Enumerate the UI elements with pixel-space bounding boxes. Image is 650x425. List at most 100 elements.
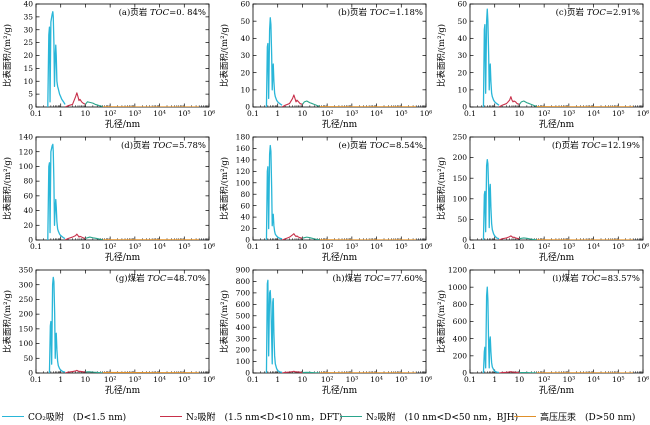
- x-tick-label: 10: [298, 109, 308, 118]
- y-tick-label: 40: [240, 34, 250, 43]
- toc-label: TOC: [153, 141, 173, 151]
- x-tick-label: 10⁶: [420, 242, 433, 251]
- y-tick-label: 0: [462, 369, 467, 378]
- x-tick-label: 10: [81, 109, 91, 118]
- x-tick-label: 0.1: [247, 375, 259, 384]
- x-tick-label: 10²: [104, 109, 117, 118]
- series-line-0: [47, 143, 66, 240]
- x-tick-label: 10⁵: [395, 109, 408, 118]
- y-tick-label: 150: [453, 174, 468, 183]
- panel-annotation: (c)页岩 TOC=2.91%: [556, 7, 640, 18]
- x-tick-label: 10⁶: [203, 242, 216, 251]
- toc-label: TOC: [370, 141, 390, 151]
- x-tick-label: 10⁶: [637, 375, 650, 384]
- y-axis-label: 比表面积/(m²/g): [2, 290, 13, 353]
- y-tick-label: 20: [457, 68, 467, 77]
- y-tick-label: 400: [453, 334, 468, 343]
- x-tick-label: 10: [515, 109, 525, 118]
- y-tick-label: 5: [28, 90, 33, 99]
- y-tick-label: 0: [28, 236, 33, 245]
- x-tick-label: 10⁴: [153, 109, 166, 118]
- series-line-0: [48, 276, 66, 373]
- x-tick-label: 10²: [538, 242, 551, 251]
- x-tick-label: 10⁴: [153, 375, 166, 384]
- x-tick-label: 1: [275, 375, 280, 384]
- y-tick-label: 20: [240, 224, 250, 233]
- x-tick-label: 10: [515, 375, 525, 384]
- toc-value: =1.18%: [389, 8, 423, 18]
- panel-d: 0.1 1 10 10² 10³ 10⁴ 10⁵ 10⁶ 孔径/nm 0 20 40 60 80 100 12…: [2, 133, 215, 263]
- toc-value: =83.57%: [600, 274, 640, 284]
- x-tick-label: 10⁶: [420, 109, 433, 118]
- y-tick-label: 140: [236, 155, 251, 164]
- series-line-0: [47, 11, 66, 107]
- x-tick-label: 0.1: [30, 375, 42, 384]
- series-line-2: [518, 100, 537, 107]
- x-tick-label: 1: [58, 242, 63, 251]
- y-tick-label: 900: [236, 266, 251, 275]
- series-line-2: [302, 371, 320, 373]
- toc-label: TOC: [150, 8, 170, 18]
- y-tick-label: 60: [23, 191, 33, 200]
- x-tick-label: 10⁵: [612, 109, 625, 118]
- y-tick-label: 20: [23, 51, 33, 60]
- x-tick-label: 10⁵: [612, 242, 625, 251]
- x-axis-label: 孔径/nm: [322, 251, 358, 263]
- y-tick-label: 160: [236, 144, 251, 153]
- x-tick-label: 10³: [563, 109, 576, 118]
- y-tick-label: 80: [23, 177, 33, 186]
- x-tick-label: 10⁴: [370, 242, 383, 251]
- plot-frame: [252, 136, 427, 241]
- y-tick-label: 350: [19, 266, 34, 275]
- plot-frame: [469, 269, 644, 374]
- series-line-1: [281, 94, 303, 107]
- y-tick-label: 300: [19, 280, 34, 289]
- series-line-1: [64, 369, 86, 373]
- plot-frame: [35, 269, 210, 374]
- panel-annotation: (h)煤岩 TOC=77.60%: [332, 273, 423, 284]
- y-tick-label: 0: [28, 103, 33, 112]
- y-tick-label: 40: [23, 206, 33, 215]
- y-tick-label: 100: [236, 357, 251, 366]
- x-tick-label: 0.1: [464, 375, 476, 384]
- y-tick-label: 1000: [448, 283, 467, 292]
- series-line-0: [482, 159, 500, 240]
- plot-frame: [252, 3, 427, 108]
- x-tick-label: 10²: [321, 109, 334, 118]
- panel-label: (a)页岩: [119, 7, 150, 18]
- panel-c: 0.1 1 10 10² 10³ 10⁴ 10⁵ 10⁶ 孔径/nm 0 10 20 30 40 50 60 比…: [436, 0, 649, 130]
- series-line-0: [265, 17, 283, 107]
- x-tick-label: 0.1: [30, 109, 42, 118]
- y-tick-label: 30: [457, 51, 467, 60]
- y-tick-label: 10: [457, 85, 467, 94]
- legend-item-n2-dft: N₂吸附 (1.5 nm<D<10 nm，DFT): [160, 410, 342, 423]
- x-tick-label: 10³: [563, 242, 576, 251]
- y-tick-label: 600: [453, 317, 468, 326]
- y-tick-label: 50: [23, 354, 33, 363]
- x-axis-label: 孔径/nm: [105, 251, 141, 263]
- y-axis-label: 比表面积/(m²/g): [436, 157, 447, 220]
- series-line-2: [85, 236, 103, 240]
- panel-g: 0.1 1 10 10² 10³ 10⁴ 10⁵ 10⁶ 孔径/nm 0 50 100 150 200 25…: [2, 266, 215, 396]
- series-line-1: [498, 371, 520, 373]
- y-tick-label: 180: [236, 133, 251, 142]
- y-tick-label: 120: [19, 147, 34, 156]
- x-axis-label: 孔径/nm: [105, 384, 141, 396]
- x-tick-label: 10: [515, 242, 525, 251]
- panel-h: 0.1 1 10 10² 10³ 10⁴ 10⁵ 10⁶ 孔径/nm 0 100 200 300 400 5…: [219, 266, 432, 396]
- y-tick-label: 100: [19, 162, 34, 171]
- legend-swatch-n2-dft: [160, 416, 182, 417]
- y-axis-label: 比表面积/(m²/g): [219, 24, 230, 87]
- x-tick-label: 0.1: [247, 109, 259, 118]
- x-tick-label: 10⁴: [370, 109, 383, 118]
- y-axis-label: 比表面积/(m²/g): [219, 290, 230, 353]
- x-axis-label: 孔径/nm: [539, 251, 575, 263]
- x-tick-label: 10⁶: [420, 375, 433, 384]
- toc-value: =77.60%: [383, 274, 423, 284]
- x-tick-label: 10: [81, 375, 91, 384]
- x-tick-label: 10³: [129, 109, 142, 118]
- toc-value: =48.70%: [166, 274, 206, 284]
- y-axis-label: 比表面积/(m²/g): [2, 24, 13, 87]
- panel-label: (e)页岩: [338, 140, 369, 151]
- x-tick-label: 10⁶: [637, 109, 650, 118]
